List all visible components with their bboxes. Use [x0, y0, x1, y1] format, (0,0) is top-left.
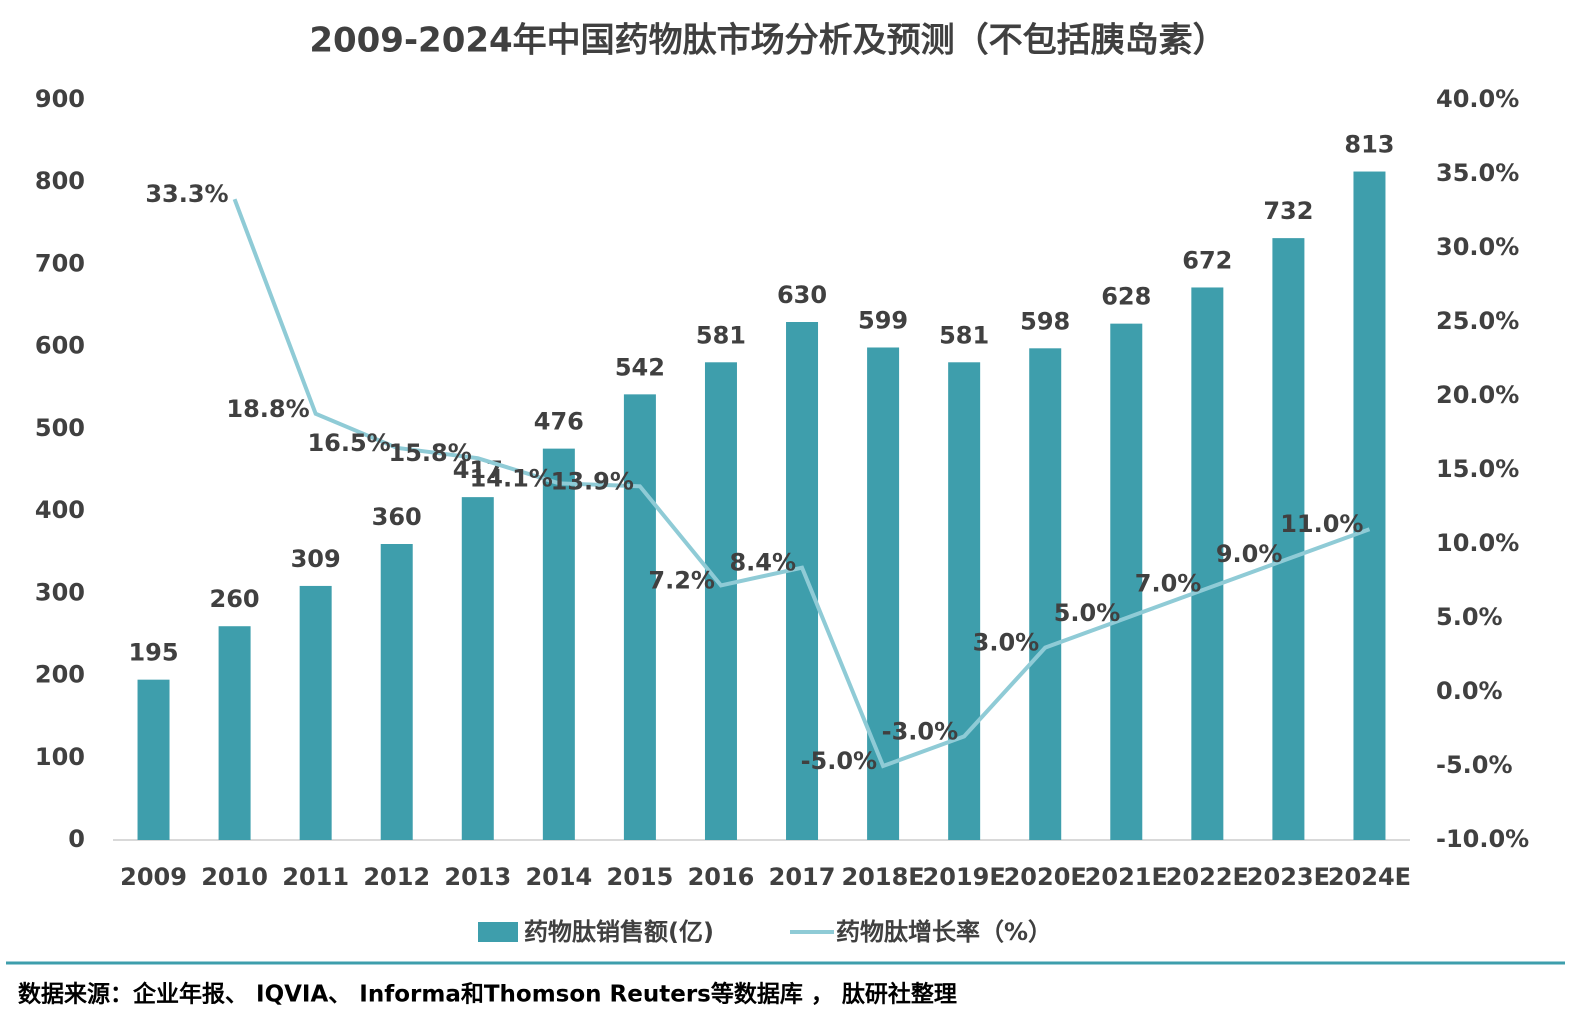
bar-value-label: 581: [696, 321, 746, 349]
x-tick-label: 2013: [444, 863, 511, 891]
line-value-label: 8.4%: [729, 549, 796, 577]
x-tick-label: 2016: [688, 863, 755, 891]
line-value-label: 3.0%: [973, 629, 1040, 657]
bar: [1029, 348, 1062, 840]
growth-line: [232, 198, 1371, 769]
y-tick-label: 100: [35, 743, 85, 771]
bar: [137, 679, 170, 840]
y-tick-label: 600: [35, 332, 85, 360]
bar-value-label: 598: [1020, 307, 1070, 335]
bar: [542, 448, 575, 840]
bar-value-label: 309: [291, 545, 341, 573]
bar-value-label: 542: [615, 353, 665, 381]
x-tick-label: 2012: [363, 863, 430, 891]
bar-value-label: 260: [210, 585, 260, 613]
y2-tick-label: -5.0%: [1436, 751, 1513, 779]
line-value-label: -5.0%: [801, 747, 878, 775]
line-value-label: 7.0%: [1135, 569, 1202, 597]
bar: [1353, 171, 1386, 841]
x-tick-label: 2017: [769, 863, 836, 891]
bar: [948, 362, 981, 840]
legend-swatch: [478, 922, 518, 942]
y-tick-label: 700: [35, 249, 85, 277]
x-tick-label: 2018E: [841, 863, 924, 891]
line-value-label: 9.0%: [1216, 540, 1283, 568]
chart-title: 2009-2024年中国药物肽市场分析及预测（不包括胰岛素）: [309, 21, 1226, 61]
x-tick-label: 2011: [282, 863, 349, 891]
bar-value-label: 732: [1263, 197, 1313, 225]
bar-value-label: 195: [128, 639, 178, 667]
line-value-label: 33.3%: [145, 180, 228, 208]
x-tick-label: 2010: [201, 863, 268, 891]
legend-label: 药物肽销售额(亿): [524, 918, 714, 946]
bar-value-label: 628: [1101, 283, 1151, 311]
bar-value-label: 476: [534, 408, 584, 436]
bar: [299, 585, 332, 840]
bar: [786, 322, 819, 840]
bar-value-label: 417: [453, 456, 503, 484]
bar-value-label: 630: [777, 281, 827, 309]
bar-value-label: 581: [939, 321, 989, 349]
line-value-label: 5.0%: [1054, 599, 1121, 627]
x-tick-label: 2022E: [1166, 863, 1249, 891]
x-tick-label: 2021E: [1085, 863, 1168, 891]
line-value-label: 18.8%: [226, 395, 309, 423]
line-value-label: 14.1%: [470, 464, 553, 492]
bar: [1191, 287, 1224, 840]
x-tick-label: 2023E: [1247, 863, 1330, 891]
y2-tick-label: 5.0%: [1436, 603, 1503, 631]
y2-tick-label: 20.0%: [1436, 381, 1519, 409]
y2-tick-label: 40.0%: [1436, 85, 1519, 113]
legend-label: 药物肽增长率（%）: [836, 918, 1052, 946]
bar: [461, 497, 494, 840]
bar: [704, 362, 737, 840]
bar-value-label: 360: [372, 503, 422, 531]
bar-value-label: 672: [1182, 246, 1232, 274]
line-value-label: 16.5%: [307, 429, 390, 457]
x-tick-label: 2020E: [1004, 863, 1087, 891]
y-tick-label: 800: [35, 167, 85, 195]
bar-value-label: 599: [858, 306, 908, 334]
x-tick-label: 2009: [120, 863, 187, 891]
x-tick-label: 2014: [525, 863, 592, 891]
y-tick-label: 500: [35, 414, 85, 442]
line-value-label: 15.8%: [389, 439, 472, 467]
bar: [1272, 238, 1305, 841]
y2-tick-label: -10.0%: [1436, 825, 1529, 853]
y-tick-label: 300: [35, 578, 85, 606]
bar: [623, 394, 656, 840]
y-tick-label: 200: [35, 661, 85, 689]
y-tick-label: 900: [35, 85, 85, 113]
y-tick-label: 0: [68, 825, 85, 853]
y2-tick-label: 0.0%: [1436, 677, 1503, 705]
bar: [380, 544, 413, 840]
line-value-label: 13.9%: [551, 467, 634, 495]
x-tick-label: 2015: [607, 863, 674, 891]
x-tick-label: 2024E: [1328, 863, 1411, 891]
y2-tick-label: 30.0%: [1436, 233, 1519, 261]
y2-tick-label: 35.0%: [1436, 159, 1519, 187]
footer-source: 数据来源：企业年报、 IQVIA、 Informa和Thomson Reuter…: [18, 981, 957, 1008]
bar: [218, 626, 251, 840]
x-tick-label: 2019E: [923, 863, 1006, 891]
bar-value-label: 813: [1344, 131, 1394, 159]
bar: [1110, 323, 1143, 841]
y-tick-label: 400: [35, 496, 85, 524]
line-value-label: 11.0%: [1280, 510, 1363, 538]
bar: [867, 347, 900, 840]
line-value-label: 7.2%: [648, 566, 715, 594]
y2-tick-label: 10.0%: [1436, 529, 1519, 557]
y2-tick-label: 15.0%: [1436, 455, 1519, 483]
y2-tick-label: 25.0%: [1436, 307, 1519, 335]
line-value-label: -3.0%: [882, 717, 959, 745]
